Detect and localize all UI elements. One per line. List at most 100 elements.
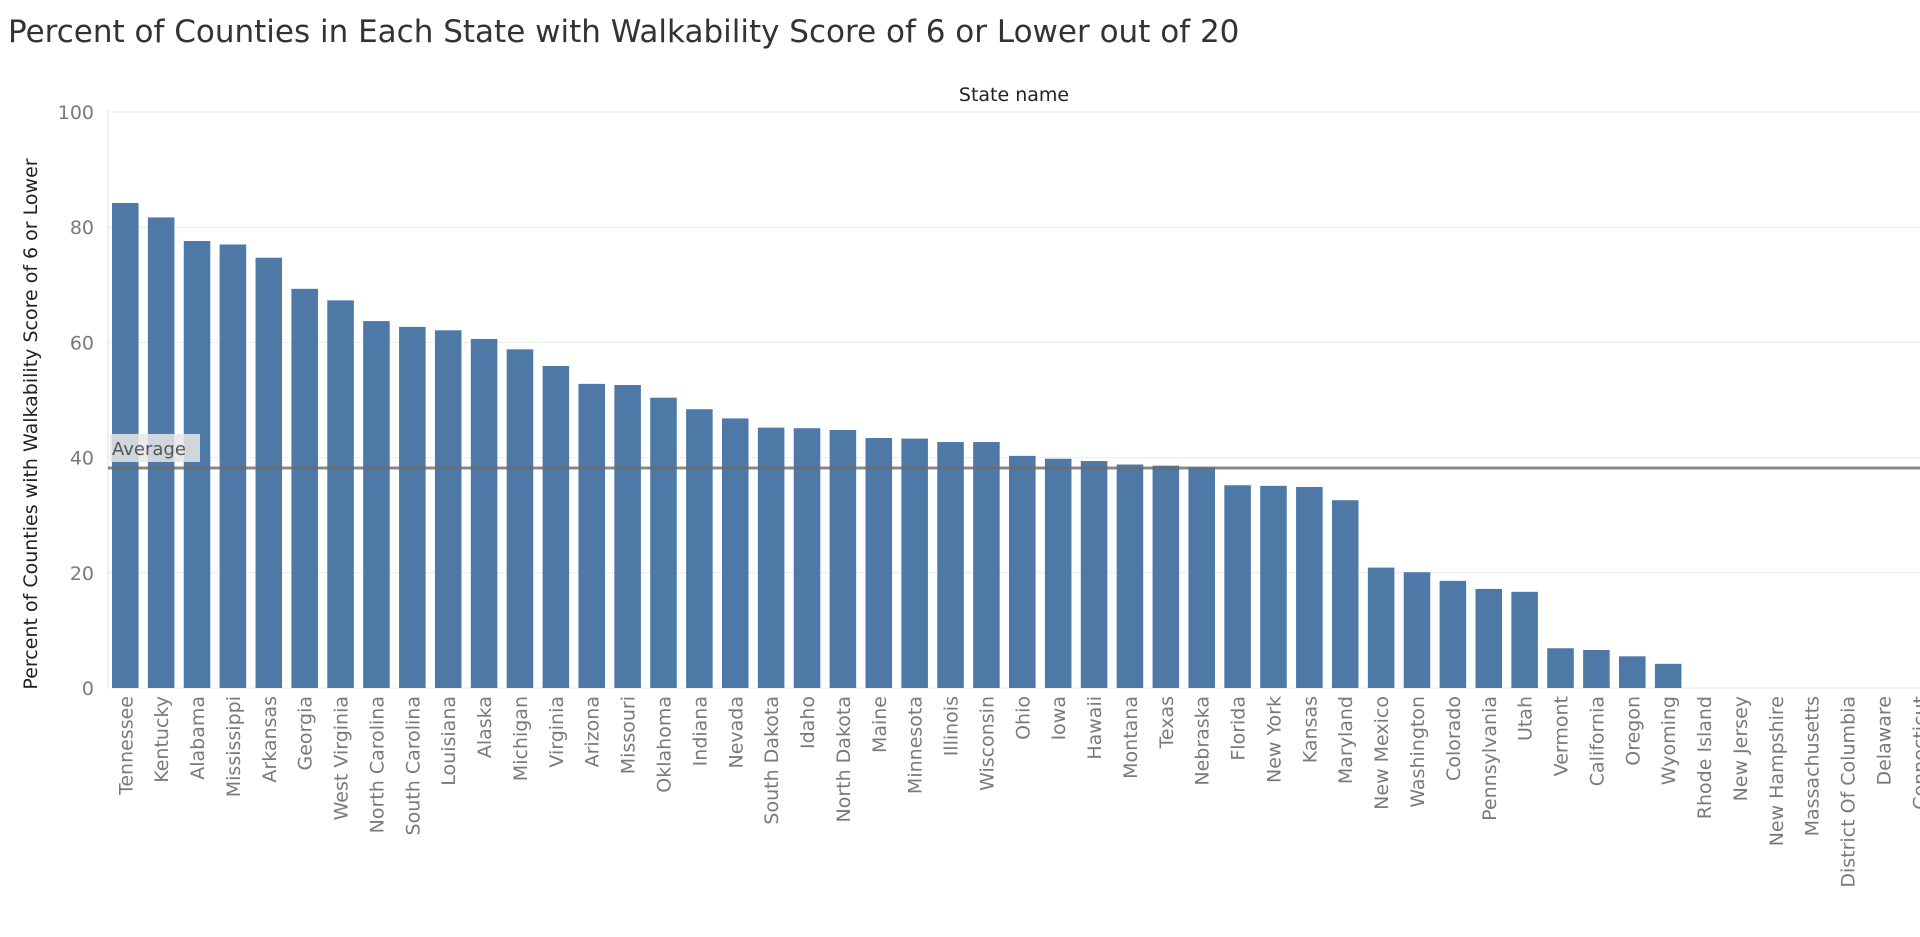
bar-minnesota — [901, 438, 928, 688]
y-tick-label-40: 40 — [70, 448, 94, 470]
bar-wisconsin — [973, 442, 1000, 688]
bar-maine — [865, 438, 893, 688]
x-tick-label: Vermont — [1551, 696, 1573, 776]
x-tick-label: New York — [1263, 696, 1285, 783]
bar-alaska — [470, 338, 498, 688]
x-tick-label: Wisconsin — [976, 696, 998, 791]
bar-nebraska — [1188, 467, 1215, 688]
x-tick-label: Connecticut — [1909, 696, 1920, 810]
bar-vermont — [1547, 648, 1574, 688]
bar-pennsylvania — [1475, 588, 1503, 688]
x-tick-label: Maryland — [1335, 696, 1357, 784]
bar-georgia — [291, 288, 318, 688]
bar-north-dakota — [829, 429, 857, 688]
x-tick-label: Iowa — [1048, 696, 1070, 740]
x-tick-label: District Of Columbia — [1838, 696, 1860, 888]
bar-indiana — [686, 409, 713, 688]
bar-south-carolina — [399, 326, 426, 688]
x-tick-label: Rhode Island — [1694, 696, 1716, 819]
y-tick-label-20: 20 — [70, 563, 94, 585]
y-axis-title: Percent of Counties with Walkability Sco… — [20, 158, 42, 689]
bar-colorado — [1439, 580, 1467, 688]
bar-arizona — [578, 383, 606, 688]
x-tick-label: Missouri — [618, 696, 640, 774]
bar-arkansas — [255, 257, 283, 688]
average-label-background — [110, 433, 200, 462]
bar-texas — [1152, 465, 1180, 688]
x-tick-label: Arizona — [582, 696, 604, 767]
bar-hawaii — [1080, 461, 1108, 688]
x-tick-label: Oregon — [1622, 696, 1644, 766]
average-label: Average — [112, 439, 186, 460]
x-tick-label: Alabama — [187, 696, 209, 780]
x-tick-label: Montana — [1120, 696, 1142, 779]
bar-illinois — [937, 442, 964, 688]
x-tick-label: Wyoming — [1658, 696, 1680, 785]
x-tick-label: Arkansas — [259, 696, 281, 783]
bar-ohio — [1009, 455, 1036, 688]
x-tick-label: Delaware — [1873, 696, 1895, 786]
bar-oklahoma — [650, 397, 677, 688]
x-tick-label: Florida — [1228, 696, 1250, 761]
bar-louisiana — [434, 330, 462, 688]
bar-south-dakota — [757, 427, 785, 688]
y-tick-label-100: 100 — [58, 102, 94, 124]
x-tick-label: Colorado — [1443, 696, 1465, 781]
average-reference-line: Average — [108, 433, 1920, 470]
bar-oregon — [1619, 656, 1646, 688]
x-tick-label: Kansas — [1299, 696, 1321, 763]
x-tick-label: Alaska — [474, 696, 496, 758]
bar-washington — [1403, 572, 1431, 688]
bar-kansas — [1296, 486, 1323, 688]
x-tick-label: Washington — [1407, 696, 1429, 808]
x-tick-label: Oklahoma — [653, 696, 675, 793]
x-tick-label: New Mexico — [1371, 696, 1393, 810]
x-tick-label: New Jersey — [1730, 696, 1752, 801]
bar-wyoming — [1654, 663, 1682, 688]
bar-alabama — [183, 241, 211, 689]
y-tick-label-60: 60 — [70, 332, 94, 354]
x-tick-label: California — [1586, 696, 1608, 786]
x-tick-label: Nevada — [725, 696, 747, 769]
y-axis: 0 20 40 60 80 100 — [58, 102, 109, 700]
x-tick-label: South Carolina — [402, 696, 424, 835]
x-tick-label: Pennsylvania — [1479, 696, 1501, 821]
y-tick-label-80: 80 — [70, 217, 94, 239]
bar-north-carolina — [363, 321, 390, 688]
bar-nevada — [721, 418, 749, 688]
bar-utah — [1511, 591, 1538, 688]
bar-missouri — [614, 385, 641, 688]
x-axis: Tennessee Kentucky Alabama Mississippi Arkan… — [115, 696, 1920, 888]
x-tick-label: Idaho — [797, 696, 819, 749]
bar-mississippi — [219, 244, 247, 689]
x-tick-label: Ohio — [1012, 696, 1034, 740]
x-tick-label: Nebraska — [1192, 696, 1214, 786]
bar-idaho — [793, 428, 821, 688]
x-tick-label: Hawaii — [1084, 696, 1106, 760]
x-tick-label: Illinois — [941, 696, 963, 756]
x-tick-label: Minnesota — [905, 696, 927, 794]
bar-michigan — [506, 349, 534, 688]
x-tick-label: Michigan — [510, 696, 532, 781]
x-tick-label: Kentucky — [151, 696, 173, 783]
x-tick-label: New Hampshire — [1766, 696, 1788, 846]
bar-new-york — [1260, 485, 1287, 688]
bar-west-virginia — [327, 300, 354, 688]
bar-florida — [1224, 485, 1251, 688]
bars — [112, 203, 1682, 689]
x-axis-title: State name — [959, 84, 1069, 106]
bar-new-mexico — [1367, 567, 1395, 688]
bar-montana — [1116, 464, 1144, 688]
chart-title: Percent of Counties in Each State with W… — [8, 14, 1240, 50]
x-tick-label: North Dakota — [833, 696, 855, 823]
y-tick-label-0: 0 — [82, 678, 94, 700]
x-tick-label: Mississippi — [223, 696, 245, 797]
x-tick-label: North Carolina — [366, 696, 388, 833]
bar-virginia — [542, 366, 570, 688]
bar-maryland — [1331, 500, 1359, 688]
x-tick-label: South Dakota — [761, 696, 783, 825]
x-tick-label: Georgia — [295, 696, 317, 771]
x-tick-label: West Virginia — [331, 696, 353, 820]
x-tick-label: Tennessee — [115, 696, 137, 796]
